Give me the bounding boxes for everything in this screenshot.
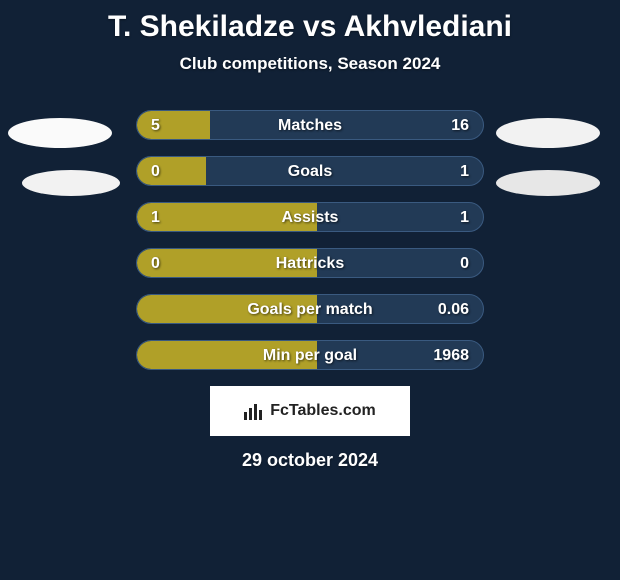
footer-date: 29 october 2024 [0,450,620,471]
comparison-infographic: T. Shekiladze vs Akhvlediani Club compet… [0,0,620,580]
stat-bar: 5 Matches 16 [136,110,484,140]
stat-bar: Goals per match 0.06 [136,294,484,324]
stat-value-right: 1968 [433,341,469,370]
stats-section: 5 Matches 16 0 Goals 1 1 Assists 1 0 Hat… [0,110,620,370]
stat-label: Goals [137,157,483,186]
chart-icon [244,402,264,420]
stat-value-right: 1 [460,203,469,232]
stat-value-right: 16 [451,111,469,140]
player-right-logo-top [496,118,600,148]
player-left-logo-bottom [22,170,120,196]
stat-label: Min per goal [137,341,483,370]
brand-text: FcTables.com [270,402,376,420]
stat-label: Hattricks [137,249,483,278]
player-right-logo-bottom [496,170,600,196]
stat-bar: 0 Goals 1 [136,156,484,186]
stat-bar: 1 Assists 1 [136,202,484,232]
stat-label: Goals per match [137,295,483,324]
stat-label: Assists [137,203,483,232]
stat-value-right: 1 [460,157,469,186]
player-left-logo-top [8,118,112,148]
stat-value-right: 0 [460,249,469,278]
stat-bar: Min per goal 1968 [136,340,484,370]
stat-label: Matches [137,111,483,140]
brand-badge[interactable]: FcTables.com [210,386,410,436]
stat-value-right: 0.06 [438,295,469,324]
bars-wrapper: 5 Matches 16 0 Goals 1 1 Assists 1 0 Hat… [136,110,484,370]
page-title: T. Shekiladze vs Akhvlediani [0,0,620,44]
page-subtitle: Club competitions, Season 2024 [0,54,620,74]
stat-bar: 0 Hattricks 0 [136,248,484,278]
